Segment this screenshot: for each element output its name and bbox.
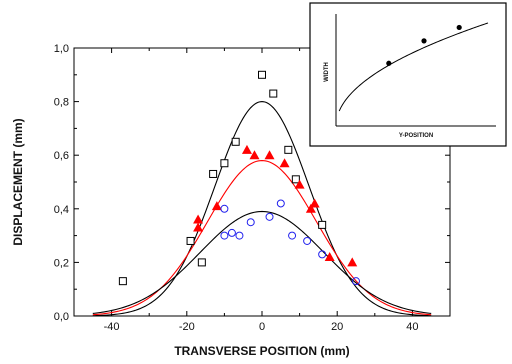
data-point-square bbox=[291, 175, 300, 184]
data-point-triangle bbox=[264, 150, 275, 160]
y-tick-label: 0,4 bbox=[54, 204, 69, 216]
data-point-triangle bbox=[241, 144, 252, 154]
y-axis-title: DISPLACEMENT (mm) bbox=[11, 118, 25, 245]
data-point-triangle bbox=[309, 198, 320, 208]
x-tick-label: -20 bbox=[179, 321, 195, 333]
y-tick-label: 0,6 bbox=[54, 150, 69, 162]
fit-curve-3 bbox=[92, 101, 432, 317]
inset-y-axis-title: WIDTH bbox=[324, 62, 330, 82]
data-point-triangle bbox=[193, 222, 204, 232]
data-point-triangle bbox=[324, 252, 335, 262]
x-axis-title: TRANSVERSE POSITION (mm) bbox=[174, 344, 349, 358]
fit-curve-4 bbox=[92, 160, 432, 316]
data-point-circle bbox=[235, 231, 244, 240]
data-point-square bbox=[186, 236, 195, 245]
data-point-circle bbox=[303, 236, 312, 245]
inset-data-point bbox=[386, 60, 392, 66]
inset-plot: Y-POSITION WIDTH bbox=[309, 2, 507, 147]
data-point-triangle bbox=[193, 214, 204, 224]
data-point-triangle bbox=[347, 257, 358, 267]
data-point-square bbox=[284, 145, 293, 154]
data-point-circle bbox=[288, 231, 297, 240]
y-tick-label: 0,0 bbox=[54, 311, 69, 323]
data-point-square bbox=[197, 258, 206, 267]
data-point-square bbox=[118, 277, 127, 286]
x-tick-label: 20 bbox=[331, 321, 343, 333]
x-tick-label: -40 bbox=[104, 321, 120, 333]
inset-frame bbox=[309, 2, 507, 147]
inset-data-point bbox=[421, 38, 427, 44]
data-point-square bbox=[220, 159, 229, 168]
data-point-square bbox=[209, 169, 218, 178]
data-point-circle bbox=[265, 212, 274, 221]
y-tick-label: 0,8 bbox=[54, 97, 69, 109]
data-point-circle bbox=[276, 199, 285, 208]
data-point-square bbox=[231, 137, 240, 146]
data-point-triangle bbox=[279, 158, 290, 168]
data-point-square bbox=[318, 220, 327, 229]
inset-x-axis-title: Y-POSITION bbox=[399, 133, 433, 139]
data-point-circle bbox=[246, 218, 255, 227]
data-point-triangle bbox=[294, 179, 305, 189]
x-tick-label: 0 bbox=[259, 321, 265, 333]
inset-trend-curve bbox=[338, 22, 489, 112]
data-point-square bbox=[269, 89, 278, 98]
fit-curve-5 bbox=[92, 210, 432, 315]
x-tick-label: 40 bbox=[406, 321, 418, 333]
y-tick-label: 1,0 bbox=[54, 43, 69, 55]
data-point-square bbox=[258, 70, 266, 79]
y-tick-label: 0,2 bbox=[54, 257, 69, 269]
data-point-triangle bbox=[249, 150, 260, 160]
data-point-triangle bbox=[305, 203, 316, 213]
data-point-circle bbox=[220, 231, 229, 240]
data-point-circle bbox=[227, 228, 236, 237]
main-plot: -40 -20 0 20 40 0,0 0,2 0,4 0,6 0,8 1,0 TRANSVERSE… bbox=[11, 43, 451, 358]
data-point-circle bbox=[352, 277, 360, 286]
data-point-triangle bbox=[211, 201, 222, 211]
inset-data-point bbox=[456, 24, 462, 31]
data-point-circle bbox=[220, 204, 229, 213]
data-point-circle bbox=[318, 250, 327, 259]
